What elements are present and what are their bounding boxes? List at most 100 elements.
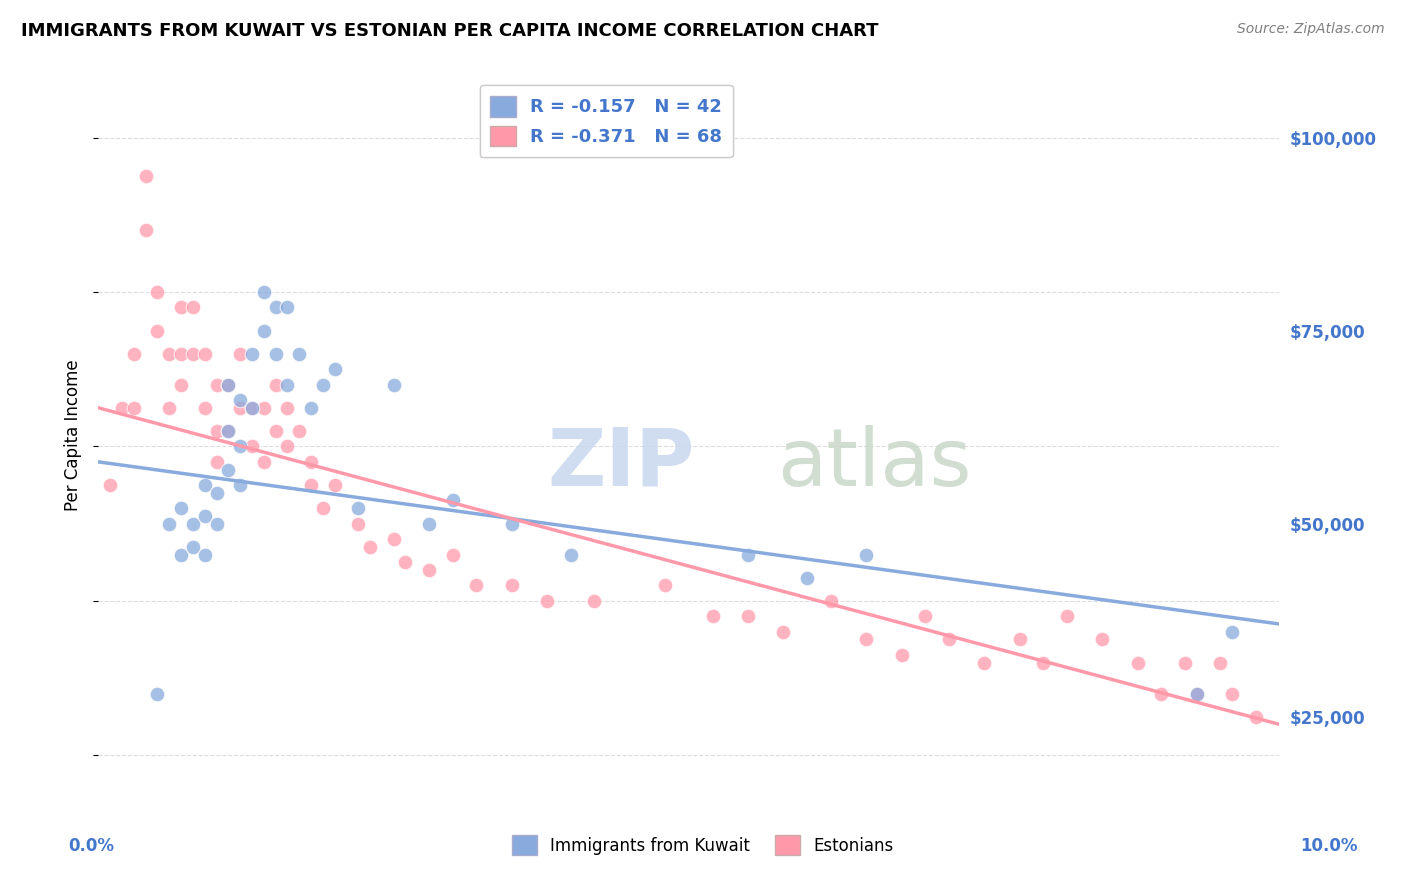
Point [170, 377, 193, 392]
Point [229, 347, 252, 361]
Point [1244, 709, 1267, 723]
Point [654, 578, 676, 592]
Point [1008, 632, 1031, 647]
Point [264, 377, 287, 392]
Point [253, 324, 276, 338]
Point [737, 548, 759, 562]
Point [181, 540, 204, 554]
Point [217, 424, 239, 438]
Point [583, 594, 606, 608]
Point [205, 485, 228, 500]
Point [146, 285, 169, 299]
Point [276, 401, 298, 415]
Point [394, 555, 416, 569]
Point [347, 516, 370, 531]
Point [111, 401, 134, 415]
Point [1174, 656, 1197, 670]
Point [170, 548, 193, 562]
Point [1150, 686, 1173, 700]
Point [194, 401, 217, 415]
Point [229, 401, 252, 415]
Point [323, 478, 346, 492]
Point [560, 548, 582, 562]
Point [312, 501, 335, 516]
Point [276, 301, 298, 315]
Point [170, 347, 193, 361]
Point [890, 648, 912, 662]
Point [229, 393, 252, 408]
Point [170, 501, 193, 516]
Point [1209, 656, 1232, 670]
Point [122, 401, 145, 415]
Point [418, 563, 440, 577]
Text: atlas: atlas [778, 425, 972, 502]
Point [229, 478, 252, 492]
Point [323, 362, 346, 376]
Point [820, 594, 842, 608]
Point [157, 347, 180, 361]
Text: ZIP: ZIP [547, 425, 695, 502]
Point [702, 609, 724, 624]
Point [157, 401, 180, 415]
Point [146, 686, 169, 700]
Text: Source: ZipAtlas.com: Source: ZipAtlas.com [1237, 22, 1385, 37]
Point [194, 347, 217, 361]
Point [264, 424, 287, 438]
Point [1185, 686, 1208, 700]
Point [135, 169, 157, 184]
Point [253, 455, 276, 469]
Point [217, 462, 239, 476]
Point [240, 401, 263, 415]
Point [157, 516, 180, 531]
Point [772, 624, 794, 639]
Point [737, 609, 759, 624]
Point [253, 401, 276, 415]
Point [855, 548, 877, 562]
Point [264, 347, 287, 361]
Point [217, 424, 239, 438]
Point [418, 516, 440, 531]
Point [229, 439, 252, 453]
Point [146, 324, 169, 338]
Y-axis label: Per Capita Income: Per Capita Income [65, 359, 83, 510]
Point [973, 656, 995, 670]
Point [217, 377, 239, 392]
Point [276, 377, 298, 392]
Point [264, 301, 287, 315]
Text: 0.0%: 0.0% [69, 837, 114, 855]
Point [501, 578, 523, 592]
Point [205, 377, 228, 392]
Point [98, 833, 121, 847]
Point [181, 516, 204, 531]
Point [194, 508, 217, 523]
Point [1126, 656, 1149, 670]
Point [299, 478, 322, 492]
Point [122, 795, 145, 809]
Point [938, 632, 960, 647]
Text: IMMIGRANTS FROM KUWAIT VS ESTONIAN PER CAPITA INCOME CORRELATION CHART: IMMIGRANTS FROM KUWAIT VS ESTONIAN PER C… [21, 22, 879, 40]
Point [359, 540, 381, 554]
Point [299, 401, 322, 415]
Point [194, 548, 217, 562]
Point [1220, 686, 1243, 700]
Point [181, 347, 204, 361]
Point [536, 594, 558, 608]
Point [170, 301, 193, 315]
Point [253, 285, 276, 299]
Point [205, 424, 228, 438]
Point [1220, 624, 1243, 639]
Point [441, 548, 464, 562]
Point [441, 493, 464, 508]
Point [501, 516, 523, 531]
Point [194, 478, 217, 492]
Point [465, 578, 488, 592]
Point [1091, 632, 1114, 647]
Point [205, 455, 228, 469]
Point [1056, 609, 1078, 624]
Point [240, 401, 263, 415]
Point [205, 516, 228, 531]
Point [1032, 656, 1054, 670]
Point [240, 439, 263, 453]
Legend: R = -0.157   N = 42, R = -0.371   N = 68: R = -0.157 N = 42, R = -0.371 N = 68 [479, 85, 733, 157]
Point [98, 478, 121, 492]
